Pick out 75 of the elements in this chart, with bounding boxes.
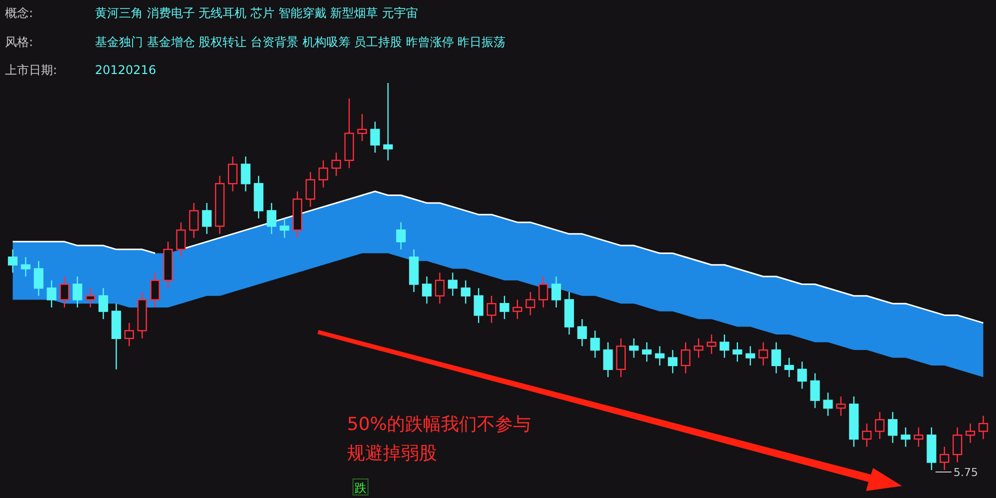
candlestick <box>888 411 898 444</box>
candlestick <box>654 346 665 366</box>
text: 跌 <box>354 481 366 495</box>
candlestick <box>590 330 600 358</box>
candlestick <box>189 202 199 238</box>
annotation: 规避掉弱股 <box>347 443 437 464</box>
candlestick <box>434 272 445 304</box>
candlestick <box>357 113 367 142</box>
candlestick <box>20 256 30 278</box>
candlestick <box>266 202 276 235</box>
candlestick <box>914 426 924 448</box>
candlestick <box>680 342 690 374</box>
candlestick <box>486 295 496 324</box>
candlestick <box>603 342 613 378</box>
text: 风格: <box>5 35 34 49</box>
candlestick <box>98 288 108 320</box>
candlestick <box>460 280 470 304</box>
candlestick <box>978 415 988 440</box>
candlestick <box>746 346 756 366</box>
candlestick <box>370 121 380 154</box>
candlestick <box>72 276 82 308</box>
candlestick <box>228 156 238 192</box>
candlestick <box>538 276 548 308</box>
candlestick <box>874 411 885 440</box>
text: 概念: <box>5 6 34 20</box>
candlestick <box>797 361 807 390</box>
candlestick <box>732 342 742 362</box>
text: 20120216 <box>95 63 156 77</box>
candlestick <box>823 392 833 416</box>
candlestick <box>512 299 522 320</box>
candlestick <box>383 82 393 161</box>
candlestick <box>966 422 976 444</box>
candlestick <box>862 422 872 448</box>
candlestick <box>474 288 484 324</box>
candlestick <box>900 426 910 448</box>
candlestick <box>758 342 768 366</box>
candlestick <box>706 334 716 354</box>
candlestick <box>551 276 562 308</box>
candlestick <box>784 357 794 378</box>
candlestick <box>280 218 290 238</box>
candlestick <box>176 222 186 258</box>
candlestick <box>202 202 212 235</box>
candlestick <box>642 342 652 362</box>
candlestick <box>34 260 44 296</box>
text: 黄河三角 消费电子 无线耳机 芯片 智能穿戴 新型烟草 元宇宙 <box>95 6 418 20</box>
candlestick <box>422 276 432 304</box>
annotation: 5.75 <box>954 466 978 479</box>
text: 上市日期: <box>5 63 58 77</box>
candlestick <box>306 171 316 208</box>
candlestick <box>952 426 962 463</box>
candlestick <box>396 222 406 250</box>
candlestick <box>240 156 250 192</box>
candlestick <box>331 152 342 176</box>
candlestick <box>60 276 70 308</box>
candlestick <box>46 280 56 308</box>
candlestick <box>668 349 678 374</box>
candlestick <box>8 248 18 274</box>
candlestick <box>318 160 328 188</box>
candlestick <box>577 318 587 347</box>
candlestick <box>629 338 639 358</box>
candlestick <box>448 272 458 296</box>
candlestick <box>771 342 782 374</box>
candlestick <box>810 372 820 409</box>
candlestick <box>836 396 846 416</box>
candlestick <box>124 322 134 347</box>
candlestick <box>150 272 160 308</box>
text: 基金独门 基金增仓 股权转让 台资背景 机构吸筹 员工持股 昨曾涨停 昨日振荡 <box>95 35 506 49</box>
candlestick <box>616 338 626 378</box>
candlestick <box>694 338 704 358</box>
annotation: 50%的跌幅我们不参与 <box>347 414 532 435</box>
candlestick <box>86 288 96 308</box>
candlestick <box>526 291 536 316</box>
candlestick <box>720 334 730 358</box>
candlestick <box>940 446 950 471</box>
candlestick <box>500 295 510 320</box>
